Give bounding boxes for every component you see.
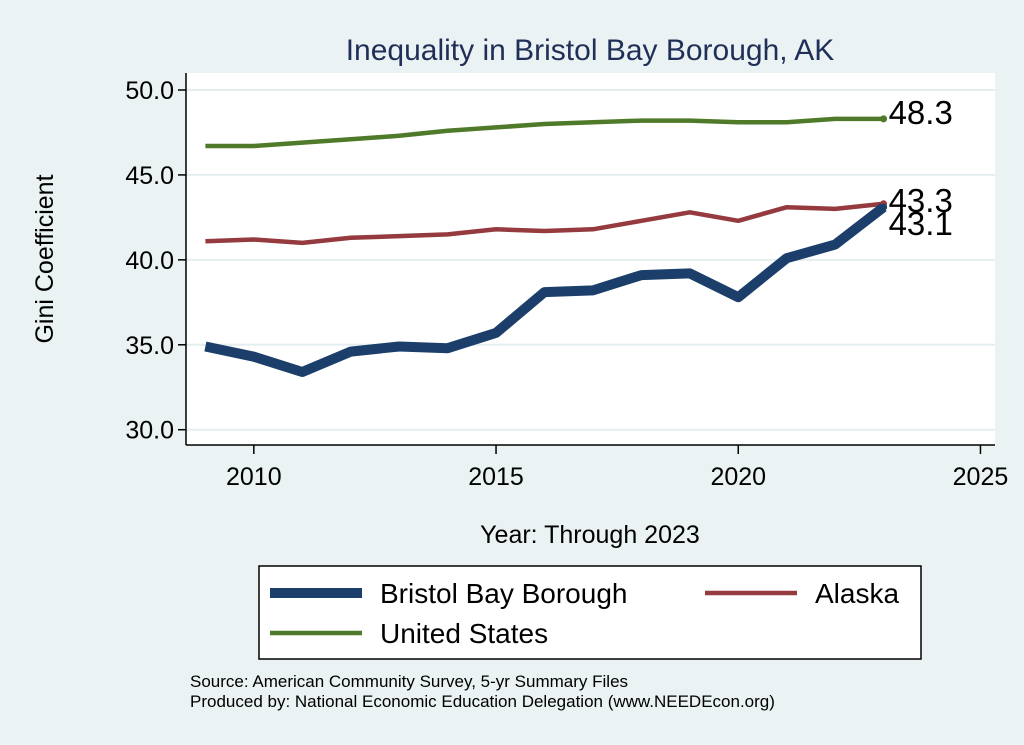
end-value-label: 48.3 bbox=[889, 94, 953, 131]
y-tick-label: 50.0 bbox=[125, 77, 174, 105]
y-tick-label: 35.0 bbox=[125, 332, 174, 360]
series-layer bbox=[204, 115, 888, 377]
source-note-line: Produced by: National Economic Education… bbox=[190, 692, 775, 711]
legend-label-alaska: Alaska bbox=[815, 578, 899, 609]
x-tick-label: 2010 bbox=[226, 463, 282, 491]
legend: Bristol Bay Borough Alaska United States bbox=[258, 565, 922, 660]
y-axis-title: Gini Coefficient bbox=[31, 174, 59, 343]
legend-label-united-states: United States bbox=[380, 618, 548, 649]
source-note-line: Source: American Community Survey, 5-yr … bbox=[190, 672, 628, 691]
x-tick-label: 2020 bbox=[710, 463, 766, 491]
end-marker-bristol-bay-borough bbox=[880, 203, 888, 211]
y-tick-label: 40.0 bbox=[125, 247, 174, 275]
source-notes: Source: American Community Survey, 5-yr … bbox=[190, 672, 775, 711]
end-marker-united-states bbox=[880, 115, 888, 123]
labels-layer: 43.143.3 48.3 bbox=[889, 94, 953, 242]
x-tick-label: 2015 bbox=[468, 463, 524, 491]
x-axis-title: Year: Through 2023 bbox=[480, 521, 700, 549]
legend-box bbox=[258, 565, 922, 660]
y-tick-label: 30.0 bbox=[125, 417, 174, 445]
end-value-label: 43.3 bbox=[889, 182, 953, 219]
chart-title: Inequality in Bristol Bay Borough, AK bbox=[346, 34, 835, 67]
axes: 30.0 35.0 40.0 45.0 50.0 2010 2015 2020 2025 bbox=[125, 73, 1008, 491]
legend-label-bristol-bay-borough: Bristol Bay Borough bbox=[380, 578, 627, 609]
x-tick-label: 2025 bbox=[953, 463, 1009, 491]
series-line-alaska bbox=[205, 201, 884, 246]
series-line-bristol-bay-borough bbox=[204, 203, 887, 377]
y-tick-label: 45.0 bbox=[125, 162, 174, 190]
end-value-label: 43.1 bbox=[889, 205, 953, 242]
grid-lines bbox=[186, 88, 995, 431]
series-line-united-states bbox=[205, 116, 884, 149]
